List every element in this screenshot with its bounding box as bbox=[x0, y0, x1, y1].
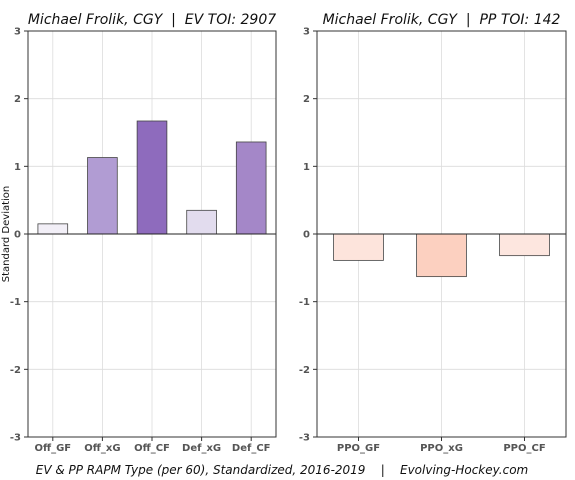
bar-def-xg bbox=[186, 209, 217, 235]
chart-title: Michael Frolik, CGY | PP TOI: 142 bbox=[323, 12, 561, 28]
chart-title: Michael Frolik, CGY | EV TOI: 2907 bbox=[28, 12, 276, 28]
x-tick-label: Off_GF bbox=[34, 443, 71, 454]
bar-ppo-gf bbox=[333, 233, 384, 261]
y-tick-label: -1 bbox=[299, 297, 310, 308]
bar-off-cf bbox=[136, 120, 168, 235]
ev-rapm-chart: -3 -2 -1 0 1 2 3 Off_GF Off_xG Off_CF Def_xG Def_CF… bbox=[1, 12, 277, 454]
x-tick-label: Def_xG bbox=[182, 443, 221, 454]
x-tick-label: PPO_CF bbox=[503, 443, 545, 454]
bar-ppo-xg bbox=[416, 233, 467, 278]
bar-ppo-cf bbox=[499, 233, 550, 257]
y-tick-label: 1 bbox=[14, 162, 21, 173]
y-tick-label: 1 bbox=[303, 162, 310, 173]
y-tick-label: 0 bbox=[14, 230, 21, 241]
x-tick-label: Off_xG bbox=[84, 443, 120, 454]
y-tick-label: -3 bbox=[10, 433, 21, 444]
bars bbox=[37, 120, 267, 235]
bar-off-gf bbox=[37, 223, 69, 235]
figure-footer: EV & PP RAPM Type (per 60), Standardized… bbox=[36, 463, 529, 477]
y-axis-label: Standard Deviation bbox=[1, 186, 12, 283]
y-tick-label: 0 bbox=[303, 230, 310, 241]
pp-rapm-chart: -3 -2 -1 0 1 2 3 PPO_GF PPO_xG PPO_CF Michael Frol… bbox=[299, 12, 567, 454]
y-tick-label: 3 bbox=[303, 27, 310, 38]
y-tick-label: -1 bbox=[10, 297, 21, 308]
bar-off-xg bbox=[87, 157, 118, 235]
bar-def-cf bbox=[235, 141, 267, 235]
y-tick-label: -3 bbox=[299, 433, 310, 444]
y-tick-label: -2 bbox=[10, 365, 21, 376]
y-tick-label: -2 bbox=[299, 365, 310, 376]
y-tick-label: 3 bbox=[14, 27, 21, 38]
x-tick-label: Def_CF bbox=[232, 443, 271, 454]
bars bbox=[333, 233, 550, 278]
x-tick-label: PPO_xG bbox=[420, 443, 463, 454]
y-tick-label: 2 bbox=[303, 94, 310, 105]
y-tick-label: 2 bbox=[14, 94, 21, 105]
x-tick-label: PPO_GF bbox=[337, 443, 380, 454]
x-tick-label: Off_CF bbox=[134, 443, 170, 454]
